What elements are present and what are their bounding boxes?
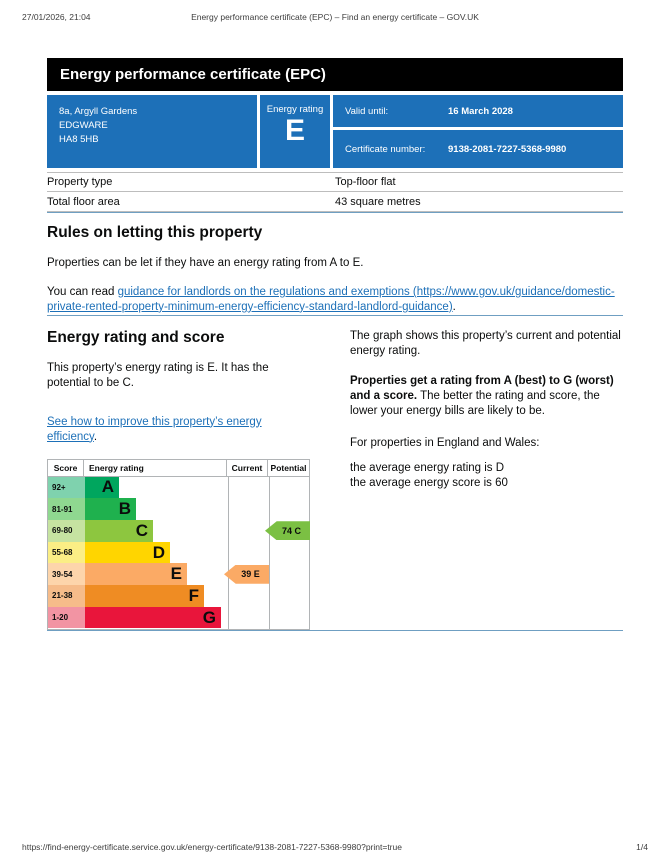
rules-guidance-paragraph: You can read guidance for landlords on t… <box>47 285 623 315</box>
rating-range-rest: The better the rating and score, the low… <box>350 389 600 417</box>
address-line-2: EDGWARE <box>59 119 108 131</box>
epc-band-bar: E <box>85 563 187 586</box>
table-row: Property type Top-floor flat <box>47 172 623 192</box>
print-page-number: 1/4 <box>636 842 648 852</box>
improve-link-wrap: See how to improve this property’s energ… <box>47 415 282 445</box>
table-row: Total floor area 43 square metres <box>47 192 623 212</box>
property-facts-table: Property type Top-floor flat Total floor… <box>47 172 623 212</box>
certificate-summary: 8a, Argyll Gardens EDGWARE HA8 5HB Energ… <box>47 95 623 168</box>
rating-summary-column: Energy rating and score This property’s … <box>47 329 315 630</box>
improve-efficiency-link[interactable]: See how to improve this property’s energ… <box>47 415 262 443</box>
address-line-1: 8a, Argyll Gardens <box>59 106 138 117</box>
certificate-number-label: Certificate number: <box>345 143 426 155</box>
rules-section: Rules on letting this property Propertie… <box>47 224 623 315</box>
epc-band-row-g: 1-20 G <box>48 606 228 629</box>
address-line-3: HA8 5HB <box>59 133 99 145</box>
epc-score-range: 39-54 <box>48 563 85 586</box>
property-address-panel: 8a, Argyll Gardens EDGWARE HA8 5HB <box>47 95 257 168</box>
column-header-energy-rating: Energy rating <box>89 462 144 473</box>
epc-score-range: 81-91 <box>48 498 85 520</box>
certificate-page: Energy performance certificate (EPC) 8a,… <box>47 58 623 631</box>
epc-band-list: 92+ A 81-91 B 69-80 C 55-68 D 39-54 E 21-38 F 1-20 G <box>48 476 228 629</box>
section-divider <box>47 629 623 631</box>
guidance-suffix: . <box>452 300 456 313</box>
epc-rating-chart: Score Energy rating Current Potential 92… <box>47 458 310 630</box>
epc-chart-header: Score Energy rating Current Potential <box>48 459 309 477</box>
epc-band-bar: B <box>85 498 136 520</box>
epc-band-row-c: 69-80 C <box>48 519 228 542</box>
epc-band-row-e: 39-54 E <box>48 563 228 586</box>
print-datetime: 27/01/2026, 21:04 <box>22 12 91 22</box>
column-header-current: Current <box>226 459 267 476</box>
floor-area-label: Total floor area <box>47 195 120 208</box>
floor-area-value: 43 square metres <box>335 195 421 208</box>
rules-heading: Rules on letting this property <box>47 224 263 241</box>
valid-until-label: Valid until: <box>345 105 389 117</box>
certificate-number-row: Certificate number: 9138-2081-7227-5368-… <box>333 130 623 168</box>
average-score-line: the average energy score is 60 <box>350 477 508 490</box>
print-header: 27/01/2026, 21:04 Energy performance cer… <box>22 12 648 24</box>
improve-suffix: . <box>93 430 98 443</box>
epc-band-row-a: 92+ A <box>48 476 228 499</box>
epc-score-range: 69-80 <box>48 519 85 542</box>
rating-paragraph: This property’s energy rating is E. It h… <box>47 361 269 389</box>
epc-score-range: 1-20 <box>48 606 85 629</box>
print-footer-url: https://find-energy-certificate.service.… <box>22 842 402 852</box>
epc-band-bar: D <box>85 541 170 564</box>
rating-heading: Energy rating and score <box>47 328 225 346</box>
rating-and-score-section: Energy rating and score This property’s … <box>47 329 623 630</box>
print-footer: https://find-energy-certificate.service.… <box>22 842 648 852</box>
rating-range-paragraph: Properties get a rating from A (best) to… <box>350 374 623 419</box>
epc-current-arrow: 39 E <box>224 564 269 584</box>
rating-explanation-column: The graph shows this property’s current … <box>350 329 623 630</box>
property-type-value: Top-floor flat <box>335 176 396 188</box>
epc-band-row-b: 81-91 B <box>48 498 228 520</box>
column-header-potential: Potential <box>267 459 309 476</box>
epc-potential-arrow: 74 C <box>265 521 310 541</box>
epc-band-row-f: 21-38 F <box>48 585 228 607</box>
validity-panel: Valid until: 16 March 2028 Certificate n… <box>333 95 623 168</box>
certificate-number-value: 9138-2081-7227-5368-9980 <box>448 143 567 155</box>
property-type-label: Property type <box>47 176 113 188</box>
average-rating-line: the average energy rating is D <box>350 462 505 475</box>
energy-rating-panel: Energy rating E <box>260 95 330 168</box>
epc-banner-title: Energy performance certificate (EPC) <box>60 66 326 83</box>
section-divider <box>47 314 623 316</box>
rules-paragraph: Properties can be let if they have an en… <box>47 257 364 269</box>
epc-band-row-d: 55-68 D <box>48 541 228 564</box>
guidance-prefix: You can read <box>47 285 118 298</box>
valid-until-value: 16 March 2028 <box>448 105 513 117</box>
epc-potential-column: 74 C <box>265 476 310 629</box>
rating-range-bold: Properties get a rating from A (best) to… <box>350 374 614 402</box>
print-page-title: Energy performance certificate (EPC) – F… <box>191 12 479 22</box>
energy-rating-value: E <box>284 114 305 147</box>
epc-band-bar: C <box>85 519 153 542</box>
epc-band-bar: F <box>85 585 204 607</box>
epc-score-range: 21-38 <box>48 585 85 607</box>
landlord-guidance-link[interactable]: guidance for landlords on the regulation… <box>47 285 615 313</box>
epc-score-range: 92+ <box>48 476 85 499</box>
england-wales-intro: For properties in England and Wales: <box>350 436 540 449</box>
epc-band-bar: G <box>85 606 221 629</box>
epc-current-column: 39 E <box>224 476 269 629</box>
epc-chart-body: 92+ A 81-91 B 69-80 C 55-68 D 39-54 E 21-38 F 1-20 G … <box>48 476 310 629</box>
graph-explainer: The graph shows this property’s current … <box>350 329 621 357</box>
epc-score-range: 55-68 <box>48 541 85 564</box>
epc-banner: Energy performance certificate (EPC) <box>47 58 623 91</box>
average-stats: the average energy rating is D the avera… <box>350 461 623 491</box>
energy-rating-label: Energy rating <box>266 104 324 115</box>
epc-band-bar: A <box>85 476 119 499</box>
section-divider <box>47 212 623 213</box>
column-header-score: Score <box>48 459 84 476</box>
valid-until-row: Valid until: 16 March 2028 <box>333 95 623 127</box>
